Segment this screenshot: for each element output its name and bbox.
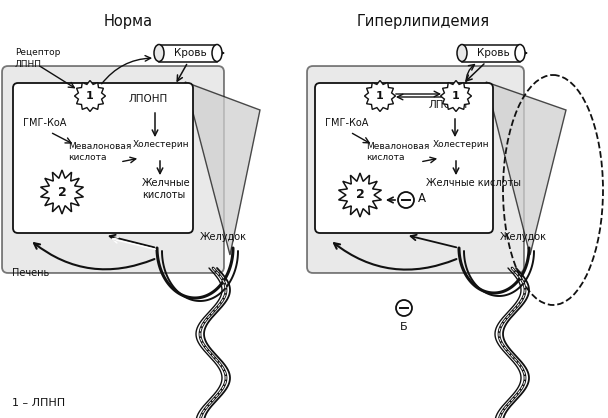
Polygon shape bbox=[365, 81, 395, 112]
Text: ГМГ-КоА: ГМГ-КоА bbox=[325, 118, 368, 128]
Polygon shape bbox=[441, 81, 471, 112]
Polygon shape bbox=[185, 82, 260, 255]
FancyBboxPatch shape bbox=[13, 83, 193, 233]
FancyBboxPatch shape bbox=[315, 83, 493, 233]
Polygon shape bbox=[41, 170, 83, 214]
Text: ГМГ-КоА: ГМГ-КоА bbox=[23, 118, 66, 128]
Text: 1: 1 bbox=[86, 91, 94, 101]
Text: Кровь: Кровь bbox=[174, 48, 206, 58]
Circle shape bbox=[398, 192, 414, 208]
Text: Желчные
кислоты: Желчные кислоты bbox=[142, 178, 191, 200]
Text: Холестерин: Холестерин bbox=[133, 140, 190, 149]
FancyBboxPatch shape bbox=[2, 66, 224, 273]
Ellipse shape bbox=[154, 44, 164, 61]
Ellipse shape bbox=[212, 44, 222, 61]
Text: Мевалоновая
кислота: Мевалоновая кислота bbox=[366, 142, 429, 162]
Text: 1: 1 bbox=[452, 91, 460, 101]
Text: А: А bbox=[418, 191, 426, 204]
Text: Холестерин: Холестерин bbox=[433, 140, 489, 149]
Text: Желудок: Желудок bbox=[500, 232, 547, 242]
Text: Гиперлипидемия: Гиперлипидемия bbox=[356, 14, 489, 29]
FancyBboxPatch shape bbox=[307, 66, 524, 273]
Circle shape bbox=[396, 300, 412, 316]
Polygon shape bbox=[339, 173, 381, 217]
Bar bbox=[159, 44, 217, 61]
Text: Б: Б bbox=[400, 322, 408, 332]
Text: Норма: Норма bbox=[103, 14, 153, 29]
Bar bbox=[462, 44, 520, 61]
Ellipse shape bbox=[515, 44, 525, 61]
Polygon shape bbox=[486, 82, 566, 255]
Text: 1: 1 bbox=[376, 91, 384, 101]
Text: 2: 2 bbox=[58, 186, 66, 199]
Text: Мевалоновая
кислота: Мевалоновая кислота bbox=[68, 142, 131, 162]
Text: Желудок: Желудок bbox=[200, 232, 247, 242]
Text: Рецептор
ЛПНП: Рецептор ЛПНП bbox=[15, 48, 60, 69]
Text: 2: 2 bbox=[356, 189, 364, 201]
Text: ЛПОНП: ЛПОНП bbox=[128, 94, 168, 104]
Text: Кровь: Кровь bbox=[477, 48, 510, 58]
Ellipse shape bbox=[457, 44, 467, 61]
Text: Желчные кислоты: Желчные кислоты bbox=[426, 178, 521, 188]
Text: Печень: Печень bbox=[12, 268, 49, 278]
Text: ЛПОНП: ЛПОНП bbox=[429, 100, 468, 110]
Polygon shape bbox=[75, 81, 106, 112]
Text: 1 – ЛПНП: 1 – ЛПНП bbox=[12, 398, 65, 408]
